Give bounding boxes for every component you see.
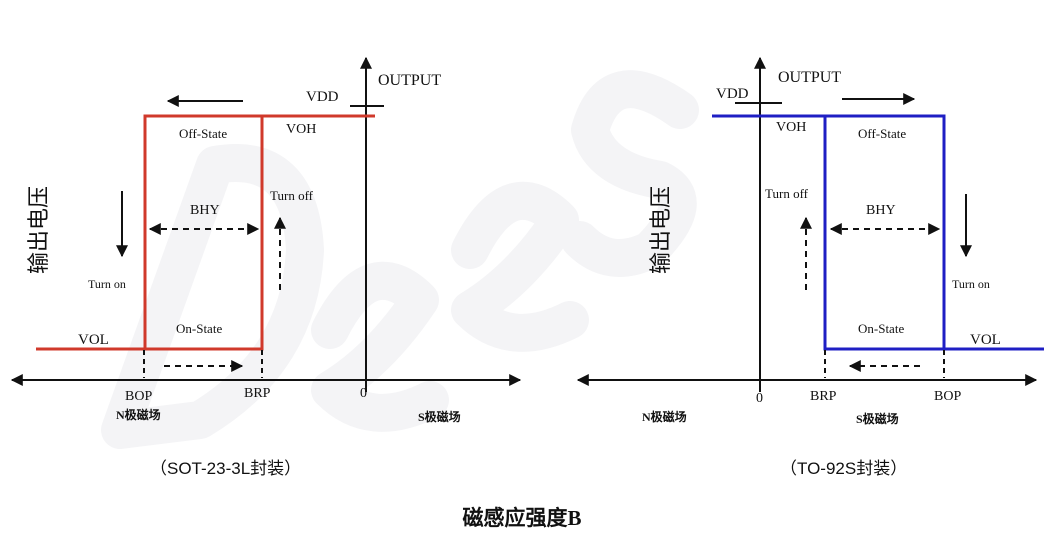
right-on-state-label: On-State (858, 321, 904, 336)
right-brp-label: BRP (810, 389, 837, 404)
left-on-state-label: On-State (176, 321, 222, 336)
right-vol-label: VOL (970, 332, 1001, 348)
left-vol-label: VOL (78, 332, 109, 348)
left-voh-label: VOH (286, 122, 316, 137)
left-turn-off-label: Turn off (270, 188, 314, 203)
left-s-field-label: S极磁场 (418, 409, 461, 424)
right-s-field-label: S极磁场 (856, 411, 899, 426)
left-turn-on-label: Turn on (88, 277, 126, 291)
right-output-label: OUTPUT (778, 69, 841, 86)
left-vdd-label: VDD (306, 89, 339, 105)
right-diagram: OUTPUT VDD VOH VOL Off-State On-State BH… (576, 56, 1044, 478)
left-y-axis-title: 输出电压 (26, 186, 51, 274)
right-bhy-label: BHY (866, 203, 896, 218)
left-brp-label: BRP (244, 386, 271, 401)
right-bop-label: BOP (934, 389, 961, 404)
left-hysteresis-curve (36, 114, 375, 351)
watermark-logo (101, 70, 699, 449)
left-n-field-label: N极磁场 (116, 407, 161, 422)
left-off-state-label: Off-State (179, 126, 227, 141)
right-n-field-label: N极磁场 (642, 409, 687, 424)
left-diagram: OUTPUT VDD VOH VOL Off-State On-State BH… (10, 56, 522, 478)
left-bhy-label: BHY (190, 203, 220, 218)
right-voh-label: VOH (776, 120, 806, 135)
left-package-label: （SOT-23-3L封装） (150, 459, 301, 478)
right-off-state-label: Off-State (858, 126, 906, 141)
right-turn-on-label: Turn on (952, 277, 990, 291)
right-hysteresis-curve (712, 114, 1044, 351)
right-zero-label: 0 (756, 391, 763, 406)
right-package-label: （TO-92S封装） (780, 459, 907, 478)
right-vdd-label: VDD (716, 86, 749, 102)
left-output-label: OUTPUT (378, 72, 441, 89)
left-bop-label: BOP (125, 389, 152, 404)
left-zero-label: 0 (360, 386, 367, 401)
right-turn-off-label: Turn off (765, 186, 809, 201)
caption: 磁感应强度B (462, 506, 581, 530)
right-y-axis-title: 输出电压 (648, 186, 673, 274)
